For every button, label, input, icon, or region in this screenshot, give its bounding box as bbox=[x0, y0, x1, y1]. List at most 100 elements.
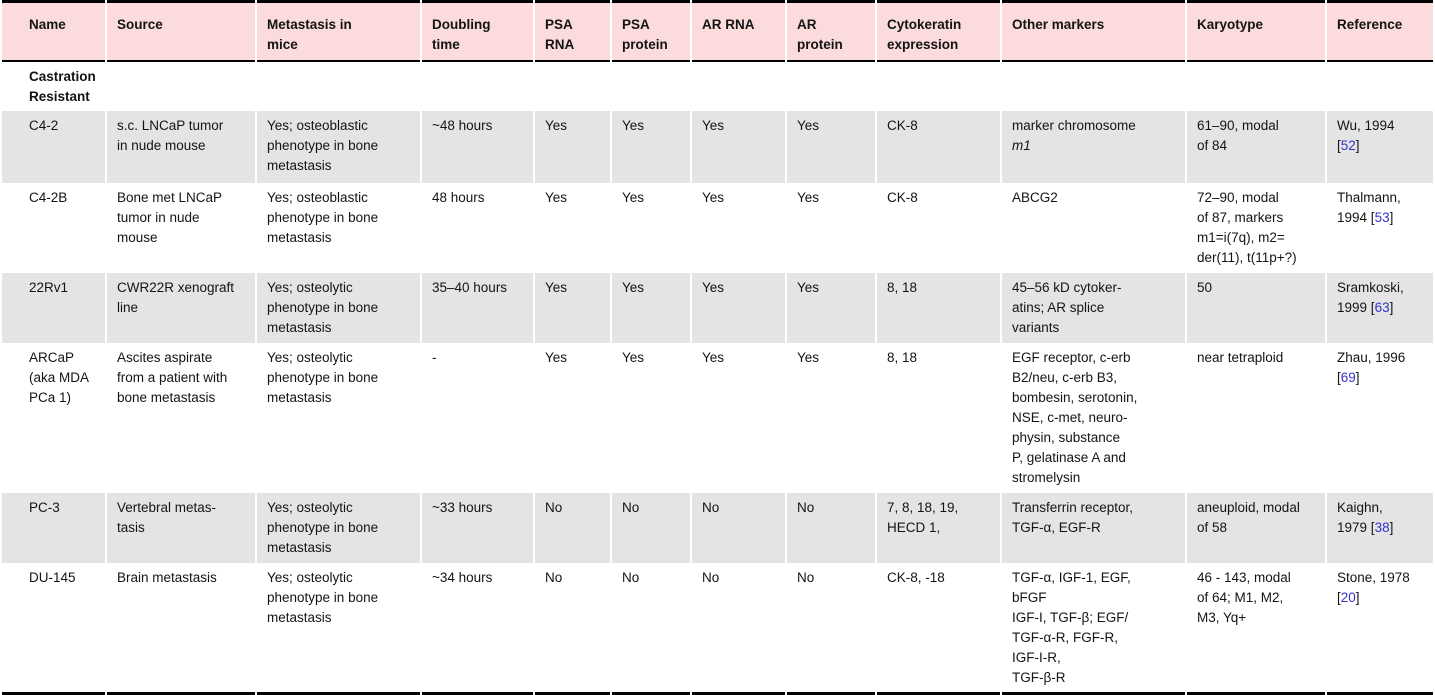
cell-psa_protein: Yes bbox=[612, 273, 690, 343]
cell-other_markers: 45–56 kD cytoker- atins; AR splice varia… bbox=[1002, 273, 1185, 343]
cell-doubling: ~33 hours bbox=[422, 493, 533, 563]
section-header-label: Castration Resistant bbox=[2, 62, 1433, 111]
reference-bracket-close: ] bbox=[1355, 370, 1360, 385]
cell-other_markers: ABCG2 bbox=[1002, 183, 1185, 273]
cell-metastasis: Yes; osteoblastic phenotype in bone meta… bbox=[257, 111, 420, 183]
reference-bracket-close: ] bbox=[1389, 210, 1394, 225]
cell-metastasis: Yes; osteoblastic phenotype in bone meta… bbox=[257, 183, 420, 273]
cell-reference: Stone, 1978 [20] bbox=[1327, 563, 1433, 695]
cell-psa_protein: Yes bbox=[612, 183, 690, 273]
column-header-reference: Reference bbox=[1327, 0, 1433, 62]
reference-link[interactable]: 53 bbox=[1374, 210, 1390, 225]
cell-psa_protein: No bbox=[612, 563, 690, 695]
cell-name: 22Rv1 bbox=[2, 273, 105, 343]
cell-psa_rna: Yes bbox=[535, 343, 610, 493]
column-header-metastasis: Metastasis in mice bbox=[257, 0, 420, 62]
column-header-psa_rna: PSA RNA bbox=[535, 0, 610, 62]
cell-metastasis: Yes; osteolytic phenotype in bone metast… bbox=[257, 563, 420, 695]
cell-karyotype: 46 - 143, modal of 64; M1, M2, M3, Yq+ bbox=[1187, 563, 1325, 695]
table-row: PC-3 Vertebral metas- tasis Yes; osteolyti… bbox=[2, 493, 1433, 563]
cell-reference: Zhau, 1996 [69] bbox=[1327, 343, 1433, 493]
cell-reference: Thalmann, 1994 [53] bbox=[1327, 183, 1433, 273]
cell-psa_protein: Yes bbox=[612, 343, 690, 493]
cell-ar_rna: No bbox=[692, 563, 785, 695]
cell-ar_rna: No bbox=[692, 493, 785, 563]
reference-bracket-open: [ bbox=[1337, 138, 1341, 153]
cell-source: Vertebral metas- tasis bbox=[107, 493, 255, 563]
cell-karyotype: aneuploid, modal of 58 bbox=[1187, 493, 1325, 563]
table-row: C4-2 s.c. LNCaP tumor in nude mouse Yes; o… bbox=[2, 111, 1433, 183]
reference-text: Wu, 1994 bbox=[1337, 118, 1395, 133]
reference-link[interactable]: 69 bbox=[1340, 370, 1356, 385]
column-header-ar_protein: AR protein bbox=[787, 0, 875, 62]
cell-ar_rna: Yes bbox=[692, 273, 785, 343]
cell-other_markers: marker chromosome m1 bbox=[1002, 111, 1185, 183]
column-header-psa_protein: PSA protein bbox=[612, 0, 690, 62]
cell-karyotype: near tetraploid bbox=[1187, 343, 1325, 493]
reference-text: Sramkoski, 1999 bbox=[1337, 280, 1404, 315]
reference-link[interactable]: 63 bbox=[1374, 300, 1390, 315]
reference-text: Zhau, 1996 bbox=[1337, 350, 1406, 365]
reference-bracket-close: ] bbox=[1355, 138, 1360, 153]
cell-other_markers: TGF-α, IGF-1, EGF, bFGF IGF-I, TGF-β; EG… bbox=[1002, 563, 1185, 695]
cell-karyotype: 61–90, modal of 84 bbox=[1187, 111, 1325, 183]
column-header-other_markers: Other markers bbox=[1002, 0, 1185, 62]
table-row: DU-145 Brain metastasis Yes; osteolytic ph… bbox=[2, 563, 1433, 695]
cell-source: Ascites aspirate from a patient with bon… bbox=[107, 343, 255, 493]
cell-doubling: - bbox=[422, 343, 533, 493]
cell-name: C4-2B bbox=[2, 183, 105, 273]
table-row: ARCaP (aka MDA PCa 1) Ascites aspirate fr… bbox=[2, 343, 1433, 493]
reference-bracket-open: [ bbox=[1370, 520, 1375, 535]
column-header-name: Name bbox=[2, 0, 105, 62]
cell-metastasis: Yes; osteolytic phenotype in bone metast… bbox=[257, 493, 420, 563]
reference-link[interactable]: 38 bbox=[1374, 520, 1390, 535]
cell-source: Bone met LNCaP tumor in nude mouse bbox=[107, 183, 255, 273]
cell-ar_rna: Yes bbox=[692, 111, 785, 183]
cell-ar_protein: No bbox=[787, 563, 875, 695]
reference-link[interactable]: 52 bbox=[1340, 138, 1356, 153]
reference-bracket-open: [ bbox=[1337, 370, 1341, 385]
cell-psa_protein: Yes bbox=[612, 111, 690, 183]
table-header-row: Name Source Metastasis in mice Doubling tim… bbox=[2, 0, 1433, 62]
table-row: 22Rv1 CWR22R xenograft line Yes; osteolyti… bbox=[2, 273, 1433, 343]
section-row-castration-resistant: Castration Resistant bbox=[2, 62, 1433, 111]
other-markers-text: marker chromosome bbox=[1012, 118, 1136, 133]
cell-ar_rna: Yes bbox=[692, 183, 785, 273]
table-row: C4-2B Bone met LNCaP tumor in nude mouse Y… bbox=[2, 183, 1433, 273]
cell-name: ARCaP (aka MDA PCa 1) bbox=[2, 343, 105, 493]
cell-ar_protein: Yes bbox=[787, 111, 875, 183]
cell-other_markers: EGF receptor, c-erb B2/neu, c-erb B3, bo… bbox=[1002, 343, 1185, 493]
cell-source: s.c. LNCaP tumor in nude mouse bbox=[107, 111, 255, 183]
cell-cytokeratin: 7, 8, 18, 19, HECD 1, bbox=[877, 493, 1000, 563]
reference-bracket-close: ] bbox=[1355, 590, 1360, 605]
reference-link[interactable]: 20 bbox=[1340, 590, 1356, 605]
reference-text: Stone, 1978 bbox=[1337, 570, 1410, 585]
reference-bracket-close: ] bbox=[1389, 520, 1394, 535]
cell-name: PC-3 bbox=[2, 493, 105, 563]
column-header-ar_rna: AR RNA bbox=[692, 0, 785, 62]
cell-ar_protein: Yes bbox=[787, 343, 875, 493]
reference-bracket-open: [ bbox=[1370, 210, 1375, 225]
cell-reference: Sramkoski, 1999 [63] bbox=[1327, 273, 1433, 343]
cell-ar_protein: No bbox=[787, 493, 875, 563]
cell-cytokeratin: 8, 18 bbox=[877, 343, 1000, 493]
cell-psa_rna: Yes bbox=[535, 111, 610, 183]
cell-psa_rna: Yes bbox=[535, 183, 610, 273]
column-header-cytokeratin: Cytokeratin expression bbox=[877, 0, 1000, 62]
cell-doubling: 35–40 hours bbox=[422, 273, 533, 343]
cell-ar_protein: Yes bbox=[787, 183, 875, 273]
reference-bracket-open: [ bbox=[1370, 300, 1375, 315]
cell-psa_rna: Yes bbox=[535, 273, 610, 343]
cell-other_markers: Transferrin receptor, TGF-α, EGF-R bbox=[1002, 493, 1185, 563]
cell-reference: Wu, 1994 [52] bbox=[1327, 111, 1433, 183]
cell-cytokeratin: 8, 18 bbox=[877, 273, 1000, 343]
cell-name: C4-2 bbox=[2, 111, 105, 183]
cell-cytokeratin: CK-8 bbox=[877, 183, 1000, 273]
column-header-source: Source bbox=[107, 0, 255, 62]
cell-source: CWR22R xenograft line bbox=[107, 273, 255, 343]
cell-name: DU-145 bbox=[2, 563, 105, 695]
cell-psa_protein: No bbox=[612, 493, 690, 563]
column-header-doubling: Doubling time bbox=[422, 0, 533, 62]
cell-doubling: ~34 hours bbox=[422, 563, 533, 695]
